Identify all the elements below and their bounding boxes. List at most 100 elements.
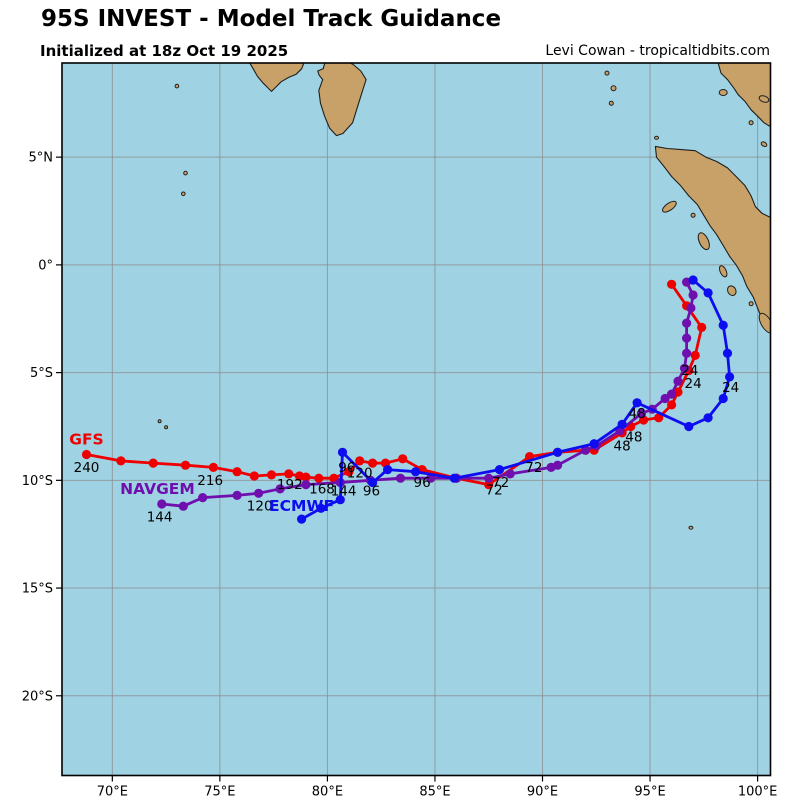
gfs-track-point bbox=[654, 413, 664, 423]
ecmwf-track-point bbox=[553, 447, 563, 457]
navgem-track-point bbox=[682, 348, 692, 358]
ecmwf-track-point bbox=[703, 288, 713, 298]
ecmwf-track-point bbox=[383, 465, 393, 475]
y-tick-label: 5°S bbox=[30, 366, 53, 381]
hour-label: 144 bbox=[331, 484, 357, 500]
ecmwf-track-point bbox=[718, 320, 728, 330]
landmasses bbox=[157, 63, 771, 530]
island-island bbox=[758, 95, 770, 103]
ecmwf-model-label: ECMWF bbox=[269, 497, 334, 515]
gfs-track-point bbox=[314, 473, 324, 483]
gfs-track-point bbox=[667, 279, 677, 289]
navgem-track-point bbox=[395, 473, 406, 483]
ecmwf-track-point bbox=[725, 372, 735, 382]
navgem-track bbox=[157, 277, 698, 511]
navgem-track-point bbox=[232, 490, 242, 500]
gfs-track-point bbox=[667, 400, 677, 410]
island-island bbox=[718, 89, 728, 96]
hour-label: 24 bbox=[681, 363, 698, 379]
island-maldives bbox=[174, 83, 180, 89]
gfs-track-point bbox=[232, 467, 242, 477]
island-island bbox=[727, 285, 737, 296]
navgem-track-point bbox=[178, 501, 188, 511]
navgem-track-point bbox=[686, 303, 696, 313]
axes: 70°E 75°E 80°E 85°E 90°E 95°E 100°E 5°N 0° 5°S 10°… bbox=[22, 151, 778, 800]
navgem-track-point bbox=[682, 318, 692, 328]
island-maldives bbox=[183, 170, 188, 176]
gfs-track-point bbox=[180, 460, 191, 470]
island-simeulue bbox=[662, 200, 677, 213]
navgem-track-point bbox=[275, 484, 285, 494]
navgem-track-point bbox=[667, 389, 677, 399]
hour-label: 120 bbox=[247, 499, 273, 515]
hour-label: 24 bbox=[722, 380, 739, 396]
ecmwf-track-point bbox=[632, 398, 642, 408]
navgem-track-point bbox=[157, 499, 167, 509]
ecmwf-track-point bbox=[722, 348, 733, 358]
ocean bbox=[62, 63, 771, 776]
island-island bbox=[690, 212, 696, 218]
gfs-track-point bbox=[294, 471, 305, 481]
hour-label: 168 bbox=[309, 481, 335, 497]
ecmwf-track-point bbox=[688, 275, 698, 285]
gfs-track-point bbox=[249, 471, 259, 481]
navgem-track-point bbox=[546, 462, 556, 472]
y-tick-label: 15°S bbox=[22, 582, 53, 597]
hour-label: 96 bbox=[363, 484, 380, 500]
x-tick-label: 100°E bbox=[738, 785, 778, 800]
ecmwf-track-point bbox=[449, 473, 459, 483]
page-title: 95S INVEST - Model Track Guidance bbox=[41, 6, 501, 32]
ecmwf-track-point bbox=[703, 413, 713, 423]
gfs-track-point bbox=[266, 470, 277, 480]
ecmwf-track bbox=[297, 275, 735, 524]
ecmwf-track-point bbox=[316, 503, 326, 513]
gfs-track-point bbox=[344, 467, 354, 477]
island-nicobar bbox=[608, 100, 614, 106]
y-tick-label: 20°S bbox=[22, 689, 53, 704]
gfs-track-point bbox=[208, 462, 218, 472]
navgem-track-point bbox=[688, 290, 698, 300]
ecmwf-track-point bbox=[494, 465, 505, 475]
ecmwf-track-point bbox=[411, 467, 421, 477]
x-tick-label: 90°E bbox=[527, 785, 558, 800]
island-cocos-islands bbox=[688, 525, 694, 530]
navgem-track-point bbox=[660, 393, 670, 404]
x-tick-label: 95°E bbox=[634, 785, 665, 800]
navgem-track-point bbox=[484, 473, 494, 483]
ecmwf-track-point bbox=[589, 439, 599, 449]
navgem-track-point bbox=[682, 333, 692, 343]
navgem-track-point bbox=[673, 376, 683, 386]
x-tick-label: 80°E bbox=[312, 785, 343, 800]
model-tracks bbox=[81, 275, 735, 524]
island-island bbox=[760, 141, 768, 147]
island-maldives bbox=[181, 191, 186, 197]
landmass-sumatra bbox=[654, 145, 771, 331]
credit-text: Levi Cowan - tropicaltidbits.com bbox=[545, 43, 770, 59]
ecmwf-track-point bbox=[684, 421, 694, 432]
x-tick-label: 75°E bbox=[204, 785, 235, 800]
island-chagos bbox=[157, 419, 162, 424]
hour-label: 96 bbox=[414, 475, 431, 491]
hour-label: 72 bbox=[525, 460, 542, 476]
gfs-track-point bbox=[284, 469, 294, 479]
island-nicobar bbox=[610, 85, 617, 92]
navgem-track-point bbox=[679, 363, 690, 373]
hour-label: 96 bbox=[338, 460, 355, 476]
landmass-sri-lanka bbox=[317, 63, 367, 137]
navgem-track-point bbox=[198, 493, 208, 503]
x-tick-label: 85°E bbox=[419, 785, 450, 800]
init-time-subtitle: Initialized at 18z Oct 19 2025 bbox=[40, 42, 288, 60]
island-island bbox=[748, 120, 754, 126]
map-frame bbox=[61, 62, 772, 777]
navgem-model-label: NAVGEM bbox=[120, 480, 195, 498]
ecmwf-track-point bbox=[368, 477, 378, 488]
hour-label: 48 bbox=[625, 430, 642, 446]
gfs-model-label: GFS bbox=[69, 430, 103, 448]
y-tick-label: 5°N bbox=[29, 151, 54, 166]
hour-label: 216 bbox=[197, 473, 223, 489]
hour-label: 24 bbox=[685, 376, 702, 392]
gfs-track-point bbox=[116, 456, 126, 466]
gfs-track-point bbox=[484, 480, 494, 490]
